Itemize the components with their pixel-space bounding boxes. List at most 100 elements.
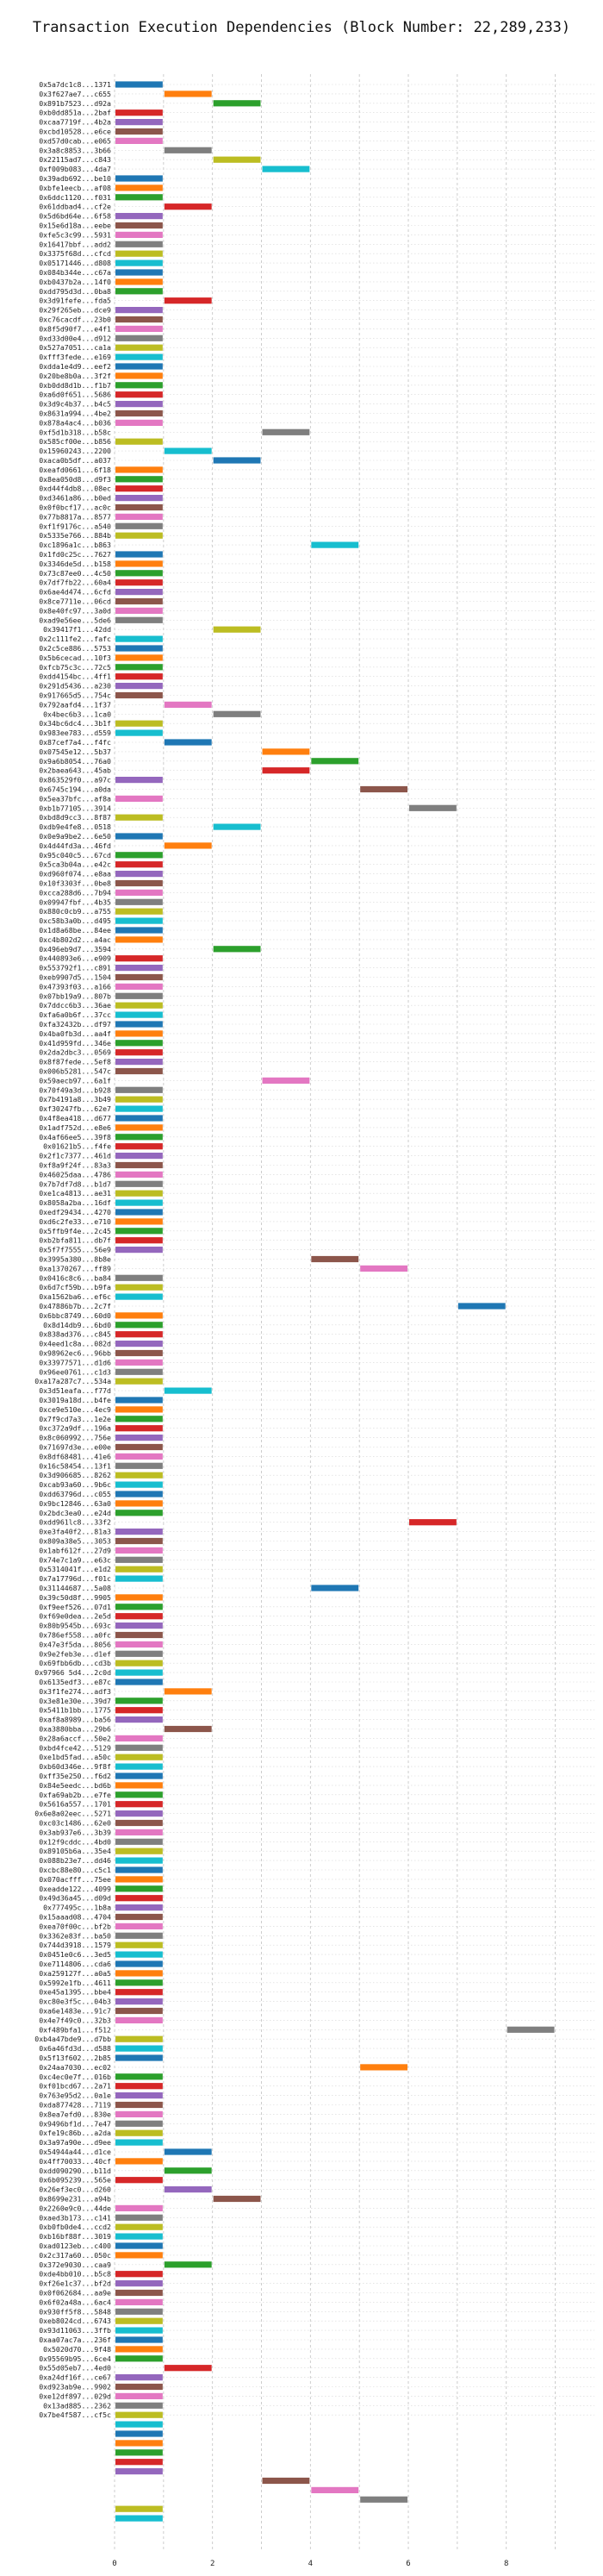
tx-label: 0x0e9a9be2...6e50 [39, 832, 111, 841]
tx-bar [115, 1190, 163, 1197]
tx-label: 0x440893e6...e909 [39, 954, 111, 963]
tx-bar [115, 2177, 163, 2184]
tx-label: 0x9bc12846...63a0 [39, 1499, 111, 1508]
tx-label: 0xb0dd851a...2baf [39, 109, 111, 117]
tx-label: 0x792aafd4...1f37 [39, 700, 111, 709]
tx-bar [115, 1707, 163, 1714]
tx-bar [115, 1932, 163, 1939]
tx-bar [115, 833, 163, 840]
tx-label: 0xfe5c3c99...5931 [39, 230, 111, 239]
tx-bar [115, 589, 163, 596]
tx-label: 0x31144687...5a08 [39, 1584, 111, 1592]
tx-bar [115, 729, 163, 736]
tx-label: 0x5f13f602...2b85 [39, 2054, 111, 2062]
tx-bar [262, 2477, 310, 2485]
tx-label: 0xf489bfa1...f512 [39, 2025, 111, 2034]
tx-bar [115, 1529, 163, 1535]
tx-bar [115, 1134, 163, 1141]
tx-label: 0x7ddcc6b3...36ae [39, 1001, 111, 1010]
tx-bar [115, 1650, 163, 1657]
tx-label: 0x1fd0c25c...7627 [39, 550, 111, 559]
tx-label: 0x47e3f5da...8056 [39, 1640, 111, 1648]
tx-bar [115, 2280, 163, 2287]
tx-label: 0xb4a47bde9...d7bb [34, 2035, 111, 2043]
tx-bar [115, 213, 163, 220]
tx-bar [115, 917, 163, 924]
tx-bar [115, 1406, 163, 1413]
tx-bar [115, 269, 163, 276]
tx-bar [115, 194, 163, 201]
tx-bar [115, 973, 163, 981]
tx-bar [115, 363, 163, 370]
tx-bar [115, 1368, 163, 1375]
tx-bar [164, 297, 212, 304]
tx-bar [115, 1378, 163, 1385]
tx-label: 0x3d906685...8262 [39, 1471, 111, 1479]
tx-label: 0x7b4191a8...3b49 [39, 1095, 111, 1104]
tx-bar [115, 1067, 163, 1075]
tx-bar [115, 1660, 163, 1666]
tx-bar [115, 1124, 163, 1131]
tx-label: 0x61ddbad4...cf2e [39, 203, 111, 211]
tx-bar [213, 946, 261, 953]
tx-bar [115, 720, 163, 727]
tx-label: 0x28a6accf...50e2 [39, 1734, 111, 1742]
tx-label: 0x6745c194...a0da [39, 785, 111, 794]
tx-bar [115, 1773, 163, 1779]
tx-label: 0x983ee783...d559 [39, 728, 111, 737]
tx-label: 0x291d5436...a230 [39, 682, 111, 691]
tx-label: 0x2c317a60...050c [39, 2251, 111, 2260]
tx-label: 0xfcb75c3c...72c5 [39, 663, 111, 672]
tx-label: 0x01621b5...f4fe [43, 1142, 111, 1151]
tx-bar [115, 2120, 163, 2127]
tx-bar [115, 316, 163, 323]
tx-bar [115, 278, 163, 285]
tx-bar [115, 1556, 163, 1563]
tx-bar [115, 1923, 163, 1929]
tx-bar [115, 2289, 163, 2297]
tx-bar [115, 175, 163, 182]
tx-label: 0x98962ec6...96bb [39, 1349, 111, 1358]
tx-label: 0x3d51eafa...f77d [39, 1386, 111, 1395]
tx-label: 0x2c111fe2...fafc [39, 635, 111, 643]
tx-label: 0x7df7fb22...60a4 [39, 578, 111, 587]
tx-bar [115, 1876, 163, 1883]
tx-bar [115, 2252, 163, 2259]
tx-label: 0xda877428...7119 [39, 2101, 111, 2110]
tx-label: 0x2f1c7377...461d [39, 1152, 111, 1160]
tx-bar [115, 1481, 163, 1488]
tx-label: 0x553792f1...c891 [39, 964, 111, 972]
tx-label: 0xcaa7719f...4b2a [39, 118, 111, 127]
tx-label: 0xeb8024cd...6743 [39, 2317, 111, 2325]
tx-label: 0x744d3918...1579 [39, 1941, 111, 1949]
tx-bar [262, 767, 310, 774]
tx-label: 0xf5d1b318...b58c [39, 428, 111, 436]
tx-label: 0x7be4f587...cf5c [39, 2410, 111, 2419]
tx-label: 0x3f627ae7...c655 [39, 90, 111, 98]
tx-bar [164, 2365, 212, 2372]
tx-bar [115, 2101, 163, 2109]
tx-bar [115, 1143, 163, 1150]
tx-bar [115, 2402, 163, 2409]
tx-label: 0xe7114806...cda6 [39, 1960, 111, 1968]
tx-bar [457, 1303, 506, 1310]
tx-bar [115, 1349, 163, 1357]
tx-bar [115, 2083, 163, 2090]
tx-label: 0x80b9545b...693c [39, 1622, 111, 1630]
tx-bar [115, 879, 163, 887]
tx-bar [115, 250, 163, 257]
tx-bar [115, 2317, 163, 2324]
tx-label: 0x0f062684...aa9e [39, 2289, 111, 2298]
tx-label: 0x71697d3e...e00e [39, 1443, 111, 1452]
tx-label: 0xc03c1486...62e0 [39, 1819, 111, 1828]
tx-label: 0x4bec6b3...1ca0 [43, 710, 111, 718]
tx-label: 0x24aa7030...ec02 [39, 2063, 111, 2072]
tx-bar [115, 495, 163, 502]
tx-bar [115, 1604, 163, 1610]
tx-bar [115, 503, 163, 511]
tx-bar [164, 739, 212, 746]
tx-label: 0x39c50d8f...9905 [39, 1593, 111, 1602]
tx-label: 0xb0fb0de4...ccd2 [39, 2223, 111, 2231]
tx-bar [213, 457, 261, 464]
